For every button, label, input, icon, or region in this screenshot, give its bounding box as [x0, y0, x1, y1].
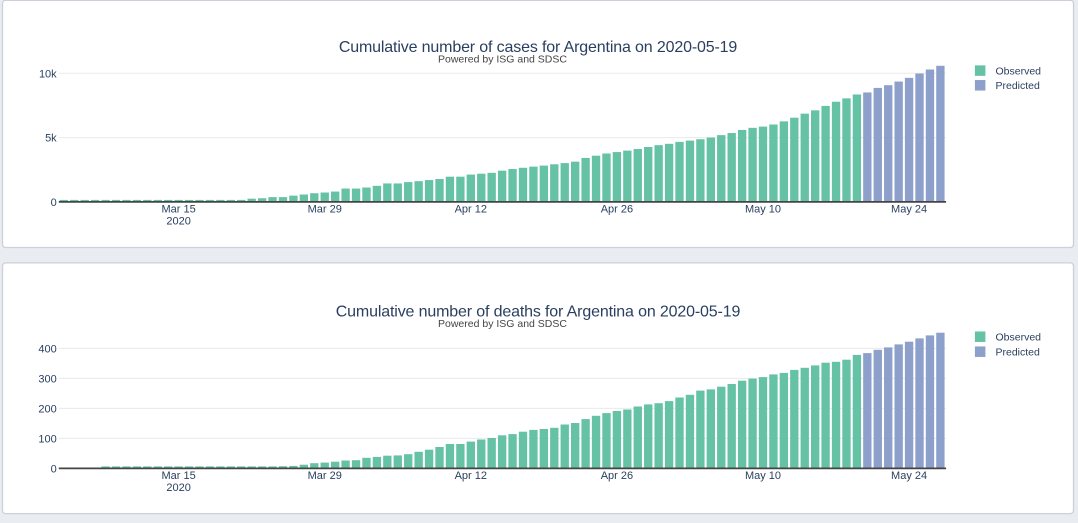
svg-text:2020: 2020: [166, 216, 190, 228]
svg-text:200: 200: [38, 403, 56, 415]
svg-text:0: 0: [51, 197, 57, 209]
svg-text:Mar 29: Mar 29: [308, 470, 342, 482]
svg-text:Mar 29: Mar 29: [308, 203, 342, 215]
svg-text:May 10: May 10: [745, 470, 781, 482]
svg-text:2020: 2020: [166, 482, 190, 494]
svg-text:Powered by ISG and SDSC: Powered by ISG and SDSC: [438, 53, 567, 65]
svg-text:Observed: Observed: [996, 65, 1042, 77]
svg-text:Mar 15: Mar 15: [162, 203, 196, 215]
svg-text:Cumulative number of deaths fo: Cumulative number of deaths for Argentin…: [336, 304, 741, 321]
svg-text:400: 400: [38, 343, 56, 355]
svg-text:100: 100: [38, 433, 56, 445]
svg-text:10k: 10k: [39, 68, 57, 80]
svg-text:Observed: Observed: [996, 332, 1042, 344]
svg-text:0: 0: [51, 463, 57, 475]
svg-text:300: 300: [38, 373, 56, 385]
svg-text:May 24: May 24: [891, 203, 927, 215]
svg-text:May 10: May 10: [745, 203, 781, 215]
svg-text:Apr 26: Apr 26: [601, 203, 633, 215]
svg-text:Predicted: Predicted: [996, 347, 1041, 359]
svg-text:May 24: May 24: [891, 470, 927, 482]
svg-text:Apr 12: Apr 12: [455, 470, 487, 482]
svg-text:5k: 5k: [45, 133, 57, 145]
svg-text:Powered by ISG and SDSC: Powered by ISG and SDSC: [438, 318, 567, 330]
svg-text:Mar 15: Mar 15: [162, 470, 196, 482]
svg-text:Apr 26: Apr 26: [601, 470, 633, 482]
svg-text:Apr 12: Apr 12: [455, 203, 487, 215]
svg-text:Cumulative number of cases for: Cumulative number of cases for Argentina…: [339, 39, 738, 56]
svg-text:Predicted: Predicted: [996, 80, 1041, 92]
